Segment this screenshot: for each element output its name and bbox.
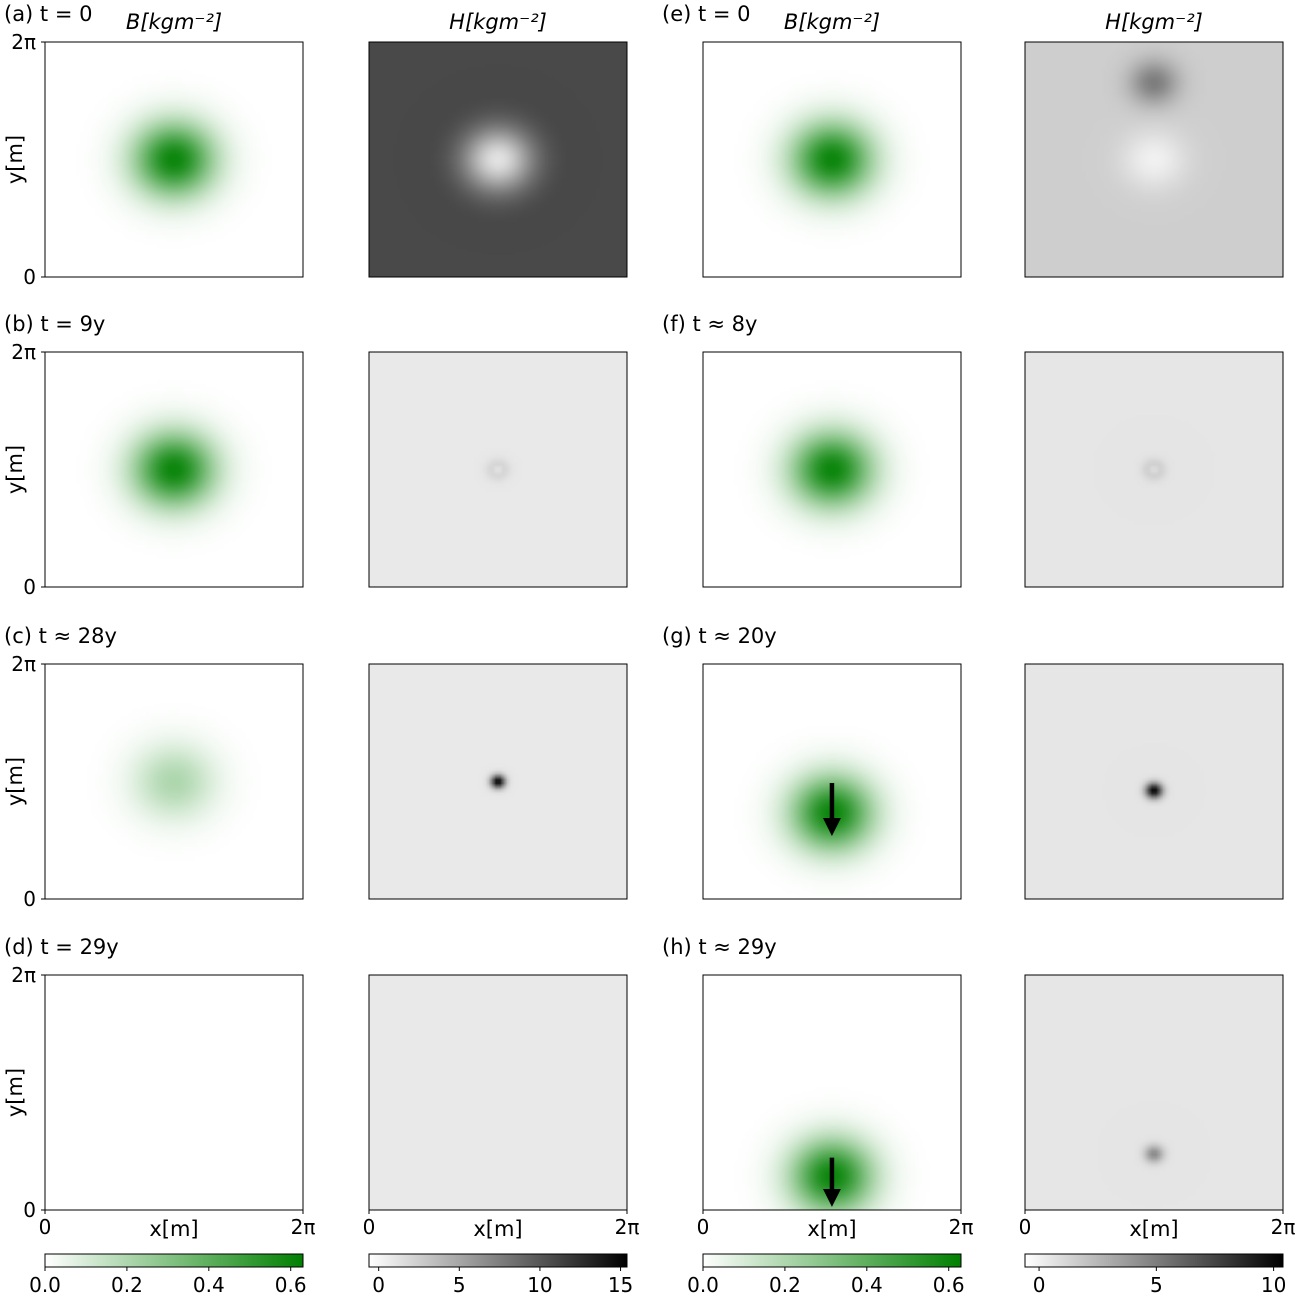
colorbar-tick-label: 0.0 <box>29 1273 61 1297</box>
b-heatmap-e <box>703 42 961 277</box>
y-tick-top-b: 2π <box>11 340 36 364</box>
h-heatmap-c <box>369 664 627 899</box>
y-axis-label-c: y[m] <box>3 757 27 806</box>
h-frame-c <box>368 663 628 900</box>
h-frame-d <box>368 974 628 1211</box>
h-heatmap-h <box>1025 975 1283 1210</box>
colorbar-1 <box>44 1253 304 1268</box>
b-frame-a <box>44 41 304 278</box>
column-title-1: B[kgm⁻²] <box>126 10 222 34</box>
y-axis-label-a: y[m] <box>3 135 27 184</box>
b-heatmap-f <box>703 352 961 587</box>
b-heatmap-g <box>703 664 961 899</box>
colorbar-tick-label: 5 <box>1150 1273 1163 1297</box>
column-title-3: B[kgm⁻²] <box>784 10 880 34</box>
h-heatmap-b <box>369 352 627 587</box>
y-tick-bottom-c: 0 <box>23 887 36 911</box>
panel-label-g: (g) t ≈ 20y <box>662 624 777 648</box>
h-frame-e <box>1024 41 1284 278</box>
colorbar-tick-label: 0.0 <box>687 1273 719 1297</box>
panel-label-h: (h) t ≈ 29y <box>662 935 777 959</box>
b-frame-b <box>44 351 304 588</box>
h-frame-g <box>1024 663 1284 900</box>
x-axis-label-1: x[m] <box>149 1217 198 1241</box>
colorbar-4 <box>1024 1253 1284 1268</box>
y-axis-label-b: y[m] <box>3 445 27 494</box>
b-frame-d <box>44 974 304 1211</box>
panel-label-a: (a) t = 0 <box>4 2 92 26</box>
y-tick-top-c: 2π <box>11 652 36 676</box>
b-frame-f <box>702 351 962 588</box>
panel-label-c: (c) t ≈ 28y <box>4 624 117 648</box>
b-frame-e <box>702 41 962 278</box>
panel-label-d: (d) t = 29y <box>4 935 119 959</box>
panel-label-b: (b) t = 9y <box>4 312 105 336</box>
y-axis-label-d: y[m] <box>3 1068 27 1117</box>
h-frame-h <box>1024 974 1284 1211</box>
h-heatmap-e <box>1025 42 1283 277</box>
h-heatmap-f <box>1025 352 1283 587</box>
h-heatmap-a <box>369 42 627 277</box>
y-tick-top-a: 2π <box>11 30 36 54</box>
colorbar-tick-label: 10 <box>527 1273 552 1297</box>
b-frame-c <box>44 663 304 900</box>
x-tick-right-4: 2π <box>1271 1215 1296 1239</box>
colorbar-tick-label: 0.4 <box>193 1273 225 1297</box>
x-tick-left-3: 0 <box>697 1215 710 1239</box>
x-tick-right-2: 2π <box>615 1215 640 1239</box>
column-title-2: H[kgm⁻²] <box>449 10 547 34</box>
panel-label-e: (e) t = 0 <box>662 2 751 26</box>
x-tick-right-1: 2π <box>291 1215 316 1239</box>
colorbar-tick-label: 0.4 <box>851 1273 883 1297</box>
x-axis-label-4: x[m] <box>1129 1217 1178 1241</box>
h-heatmap-g <box>1025 664 1283 899</box>
colorbar-tick-label: 0.6 <box>275 1273 307 1297</box>
colorbar-tick-label: 0.6 <box>933 1273 965 1297</box>
column-title-4: H[kgm⁻²] <box>1105 10 1203 34</box>
colorbar-2 <box>368 1253 628 1268</box>
y-tick-top-d: 2π <box>11 963 36 987</box>
h-frame-b <box>368 351 628 588</box>
colorbar-tick-label: 15 <box>608 1273 633 1297</box>
colorbar-tick-label: 0.2 <box>111 1273 143 1297</box>
colorbar-tick-label: 10 <box>1261 1273 1286 1297</box>
b-heatmap-b <box>45 352 303 587</box>
colorbar-tick-label: 5 <box>453 1273 466 1297</box>
x-axis-label-3: x[m] <box>807 1217 856 1241</box>
x-tick-left-4: 0 <box>1019 1215 1032 1239</box>
b-heatmap-c <box>45 664 303 899</box>
colorbar-3 <box>702 1253 962 1268</box>
y-tick-bottom-a: 0 <box>23 265 36 289</box>
x-axis-label-2: x[m] <box>473 1217 522 1241</box>
panel-label-f: (f) t ≈ 8y <box>662 312 757 336</box>
h-frame-a <box>368 41 628 278</box>
b-frame-g <box>702 663 962 900</box>
colorbar-tick-label: 0.2 <box>769 1273 801 1297</box>
colorbar-tick-label: 0 <box>372 1273 385 1297</box>
colorbar-tick-label: 0 <box>1033 1273 1046 1297</box>
b-heatmap-a <box>45 42 303 277</box>
x-tick-left-2: 0 <box>363 1215 376 1239</box>
x-tick-right-3: 2π <box>949 1215 974 1239</box>
y-tick-bottom-b: 0 <box>23 575 36 599</box>
y-tick-bottom-d: 0 <box>23 1198 36 1222</box>
h-heatmap-d <box>369 975 627 1210</box>
b-heatmap-d <box>45 975 303 1210</box>
x-tick-left-1: 0 <box>39 1215 52 1239</box>
b-frame-h <box>702 974 962 1211</box>
h-frame-f <box>1024 351 1284 588</box>
